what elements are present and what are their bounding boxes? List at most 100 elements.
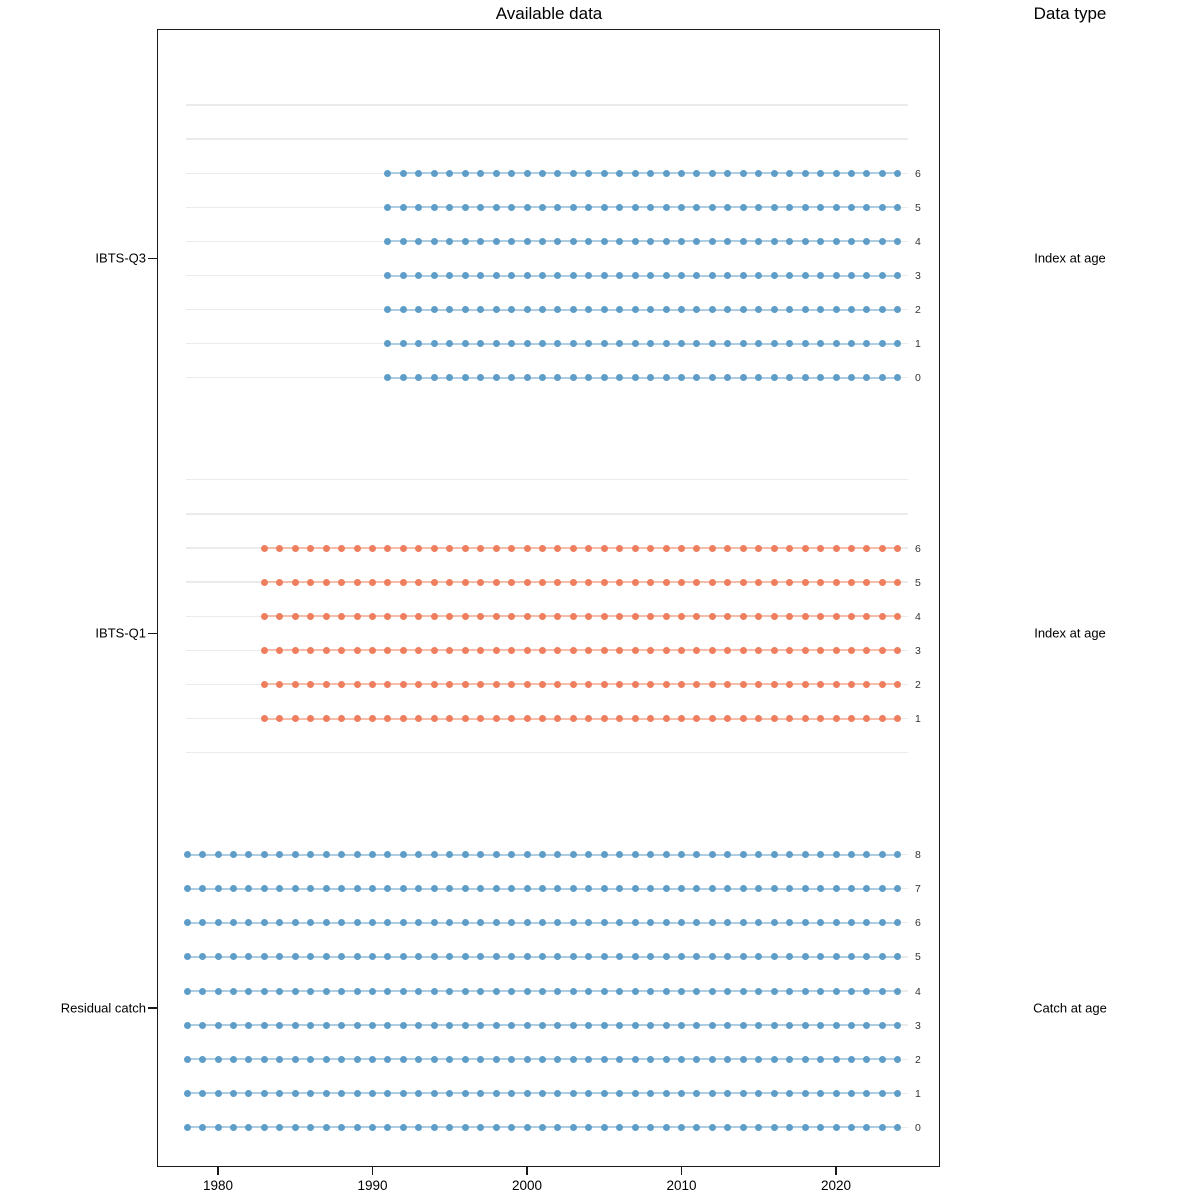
data-point <box>569 578 577 586</box>
data-point <box>446 851 454 859</box>
age-label: 2 <box>915 678 921 691</box>
data-point <box>878 715 886 722</box>
data-point <box>786 1123 794 1131</box>
data-point <box>415 272 423 279</box>
data-point <box>817 237 825 245</box>
data-point <box>786 203 794 211</box>
data-point <box>801 851 809 859</box>
data-point <box>538 578 546 586</box>
data-point <box>647 1055 655 1063</box>
age-label: 5 <box>915 576 921 589</box>
data-point <box>647 578 655 586</box>
data-point <box>399 1123 407 1131</box>
age-label: 4 <box>915 610 921 623</box>
data-point <box>678 1055 685 1063</box>
data-point <box>384 306 392 314</box>
data-point <box>817 203 825 211</box>
x-axis-tick <box>217 1167 219 1175</box>
data-point <box>477 272 485 279</box>
data-point <box>647 680 655 688</box>
data-point <box>369 919 376 927</box>
data-point <box>554 237 562 245</box>
data-point <box>817 544 825 552</box>
data-point <box>415 544 423 552</box>
data-point <box>678 340 685 348</box>
data-point <box>245 885 253 893</box>
data-point <box>739 1123 747 1131</box>
data-point <box>229 1123 237 1131</box>
data-point <box>616 340 624 348</box>
data-point <box>307 1021 315 1029</box>
data-point <box>662 237 670 245</box>
data-point <box>801 953 809 961</box>
data-point <box>199 1055 207 1063</box>
data-point <box>801 1123 809 1131</box>
data-point <box>477 203 485 211</box>
data-point <box>369 1089 376 1097</box>
data-point <box>894 953 902 961</box>
data-point <box>399 203 407 211</box>
data-point <box>863 374 871 382</box>
data-point <box>260 919 268 927</box>
data-point <box>678 237 685 245</box>
data-point <box>585 1123 593 1131</box>
data-point <box>214 1123 222 1131</box>
data-point <box>291 1021 299 1029</box>
data-point <box>199 1089 207 1097</box>
data-point <box>693 680 701 688</box>
data-point <box>399 680 407 688</box>
plot-panel <box>157 29 940 1167</box>
data-point <box>878 680 886 688</box>
data-point <box>585 272 593 279</box>
data-point <box>353 1089 361 1097</box>
data-point <box>585 306 593 314</box>
data-point <box>554 885 562 893</box>
data-point <box>538 272 546 279</box>
data-point <box>569 203 577 211</box>
data-point <box>384 715 392 722</box>
data-point <box>353 1055 361 1063</box>
data-point <box>616 612 624 620</box>
age-label: 3 <box>915 644 921 657</box>
data-point <box>399 306 407 314</box>
data-point <box>863 272 871 279</box>
data-point <box>508 340 516 348</box>
data-point <box>508 919 516 927</box>
data-point <box>631 203 639 211</box>
data-point <box>801 237 809 245</box>
data-point <box>569 987 577 995</box>
data-point <box>817 851 825 859</box>
data-point <box>554 987 562 995</box>
data-point <box>492 203 500 211</box>
data-point <box>307 680 315 688</box>
data-point <box>801 612 809 620</box>
data-point <box>523 272 531 279</box>
data-point <box>739 680 747 688</box>
data-point <box>693 715 701 722</box>
data-point <box>492 953 500 961</box>
data-point <box>430 953 438 961</box>
data-point <box>801 646 809 654</box>
data-point <box>600 306 608 314</box>
data-point <box>214 987 222 995</box>
data-point <box>894 612 902 620</box>
data-point <box>415 919 423 927</box>
data-point <box>600 374 608 382</box>
data-point <box>183 1089 191 1097</box>
data-point <box>724 1089 732 1097</box>
data-point <box>662 203 670 211</box>
data-point <box>647 919 655 927</box>
data-point <box>724 374 732 382</box>
data-point <box>322 953 330 961</box>
data-point <box>523 1089 531 1097</box>
data-point <box>508 578 516 586</box>
data-point <box>307 1123 315 1131</box>
data-point <box>199 851 207 859</box>
data-point <box>739 919 747 927</box>
data-point <box>786 919 794 927</box>
data-point <box>894 987 902 995</box>
data-point <box>616 953 624 961</box>
data-point <box>585 885 593 893</box>
data-point <box>847 203 855 211</box>
data-point <box>770 953 778 961</box>
